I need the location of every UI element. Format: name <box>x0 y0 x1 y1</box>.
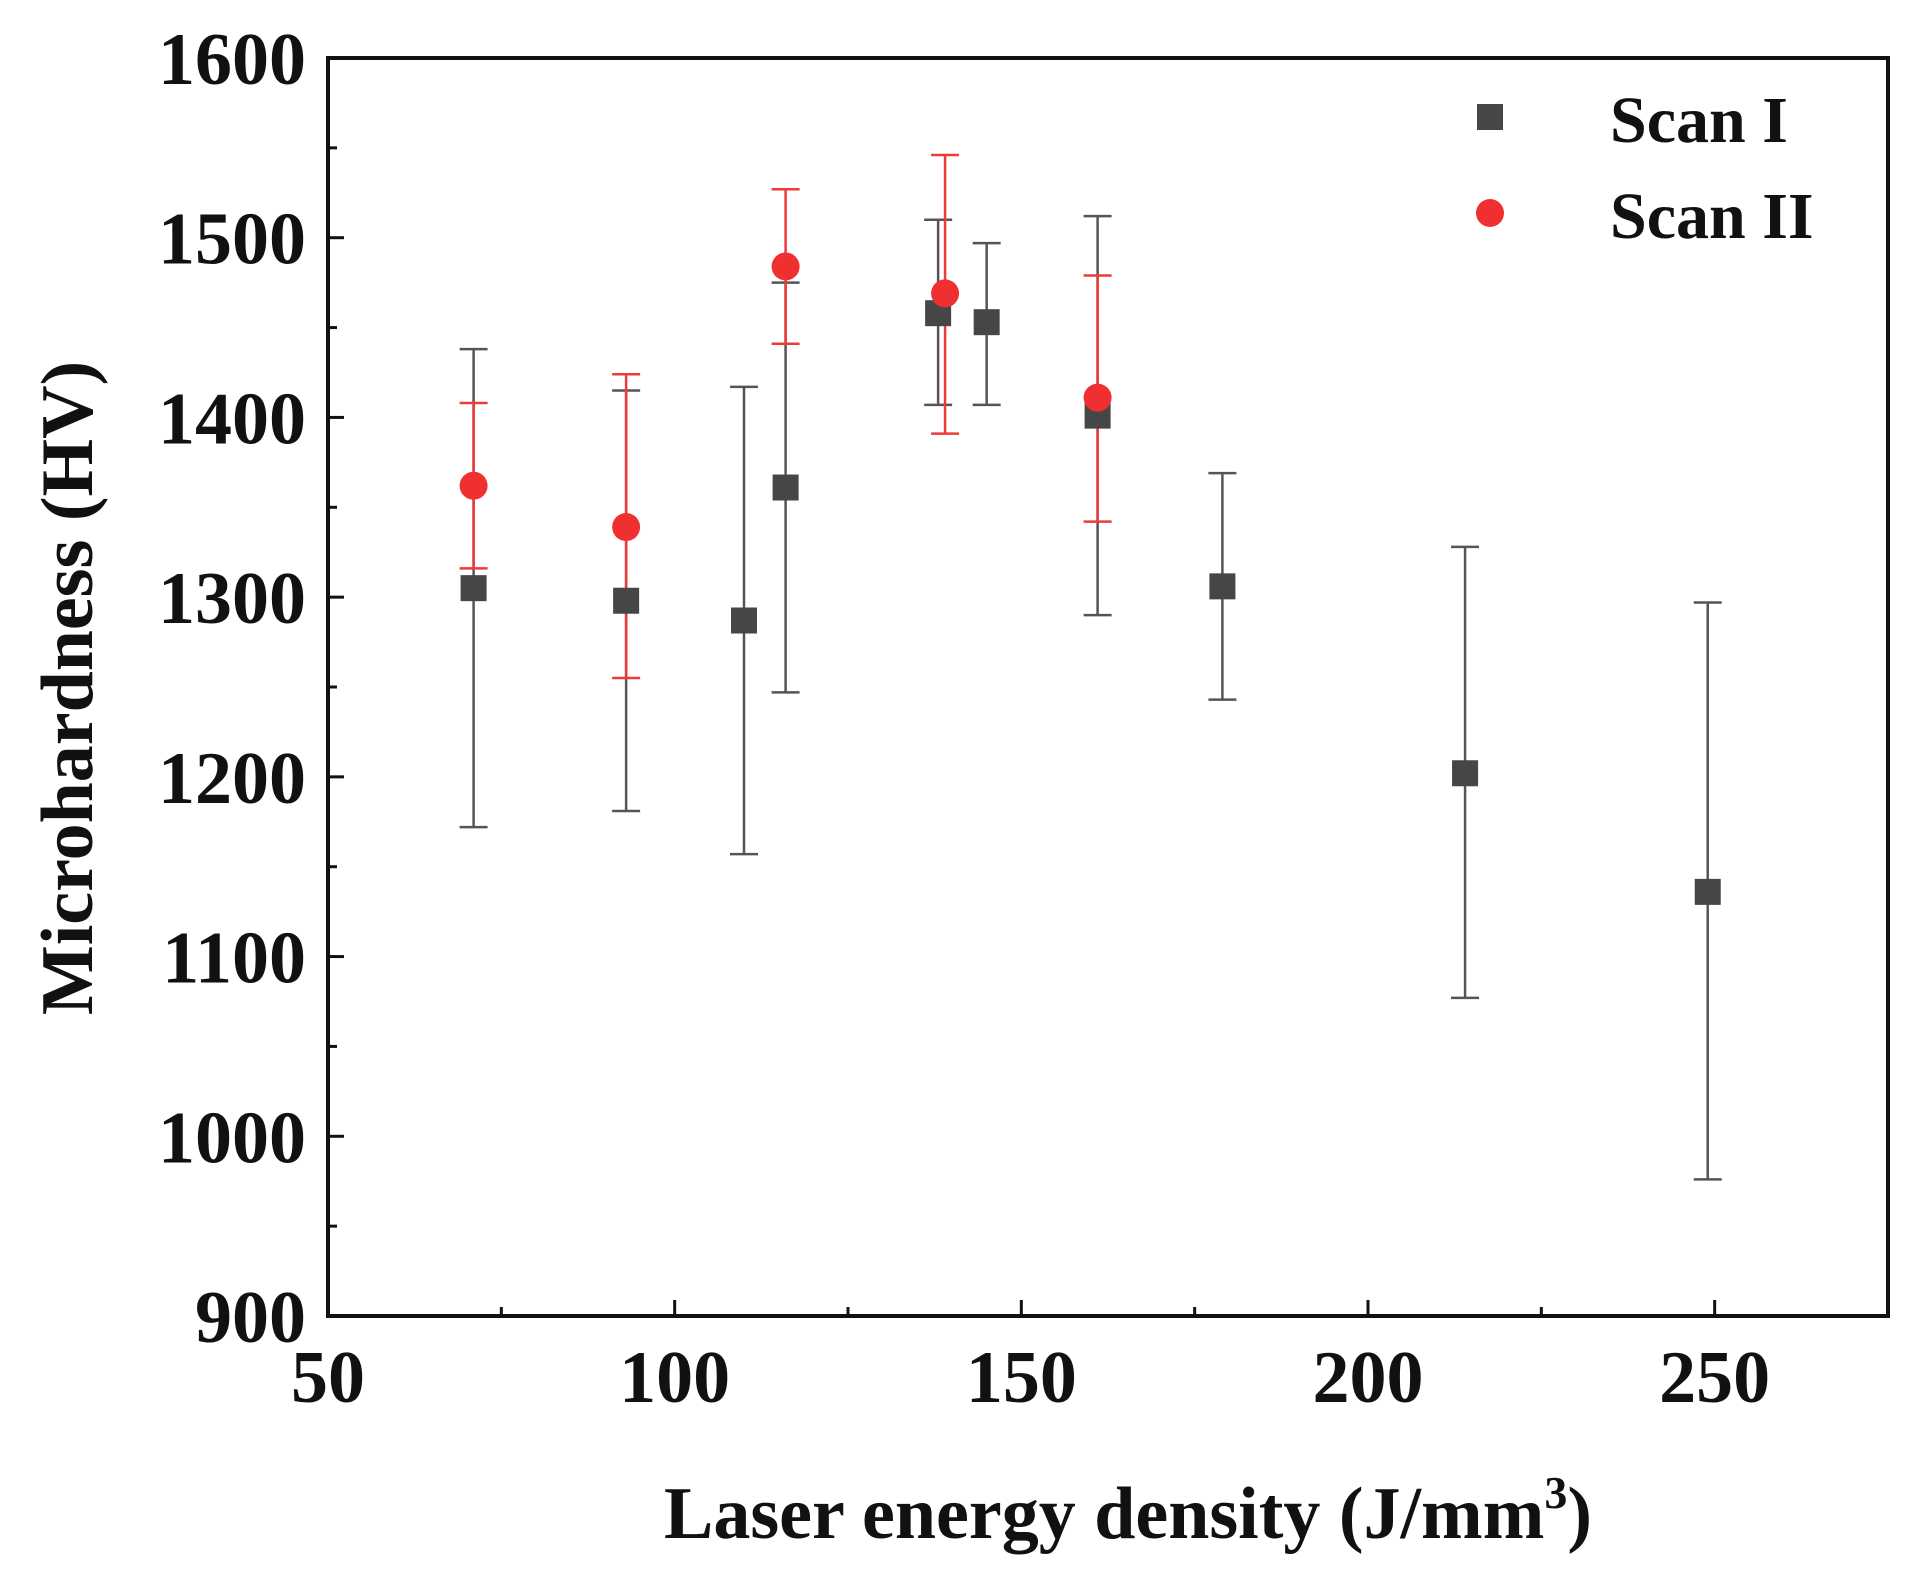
data-point-scan-1 <box>1452 760 1479 787</box>
data-point-scan-1 <box>772 474 799 501</box>
legend: Scan I Scan II <box>1476 84 1814 253</box>
y-tick-label: 1600 <box>158 19 306 101</box>
y-tick-label: 1500 <box>158 199 306 281</box>
x-tick-label: 200 <box>1313 1337 1424 1419</box>
y-tick-label: 1200 <box>158 738 306 820</box>
y-tick-label: 1000 <box>158 1097 306 1179</box>
legend-label-scan-2: Scan II <box>1610 180 1814 253</box>
y-tick-label: 1300 <box>158 558 306 640</box>
data-point-scan-2 <box>931 279 960 308</box>
x-axis-title-superscript: 3 <box>1544 1467 1567 1518</box>
x-axis-title-main: Laser energy density (J/mm <box>664 1473 1544 1555</box>
legend-marker-scan-1 <box>1477 104 1503 130</box>
data-point-scan-1 <box>613 587 640 614</box>
data-point-scan-1 <box>731 607 757 634</box>
y-tick-label: 900 <box>195 1277 306 1359</box>
data-point-scan-1 <box>460 575 487 602</box>
error-bars-group <box>459 153 1722 1181</box>
x-axis-title: Laser energy density (J/mm3) <box>664 1467 1592 1555</box>
data-point-scan-1 <box>973 309 1000 336</box>
x-tick-label: 50 <box>291 1337 365 1419</box>
x-tick-label: 150 <box>966 1337 1077 1419</box>
markers-group <box>459 252 1721 905</box>
data-point-scan-2 <box>612 513 641 542</box>
legend-label-scan-1: Scan I <box>1610 84 1788 157</box>
y-tick-label: 1100 <box>162 918 306 1000</box>
data-point-scan-1 <box>1209 573 1236 600</box>
x-tick-label: 250 <box>1659 1337 1770 1419</box>
x-axis-title-close: ) <box>1567 1473 1592 1555</box>
axes-group: 50 100 150 200 250 900 1000 1100 1200 1300 1400 150… <box>158 19 1890 1419</box>
y-axis-title: Microhardness (HV) <box>27 361 109 1015</box>
data-point-scan-2 <box>771 252 800 281</box>
data-point-scan-2 <box>459 471 488 500</box>
y-tick-label: 1400 <box>158 378 306 460</box>
data-point-scan-1 <box>1694 878 1721 905</box>
legend-marker-scan-2 <box>1476 199 1504 227</box>
x-tick-label: 100 <box>619 1337 730 1419</box>
data-point-scan-2 <box>1083 383 1112 412</box>
